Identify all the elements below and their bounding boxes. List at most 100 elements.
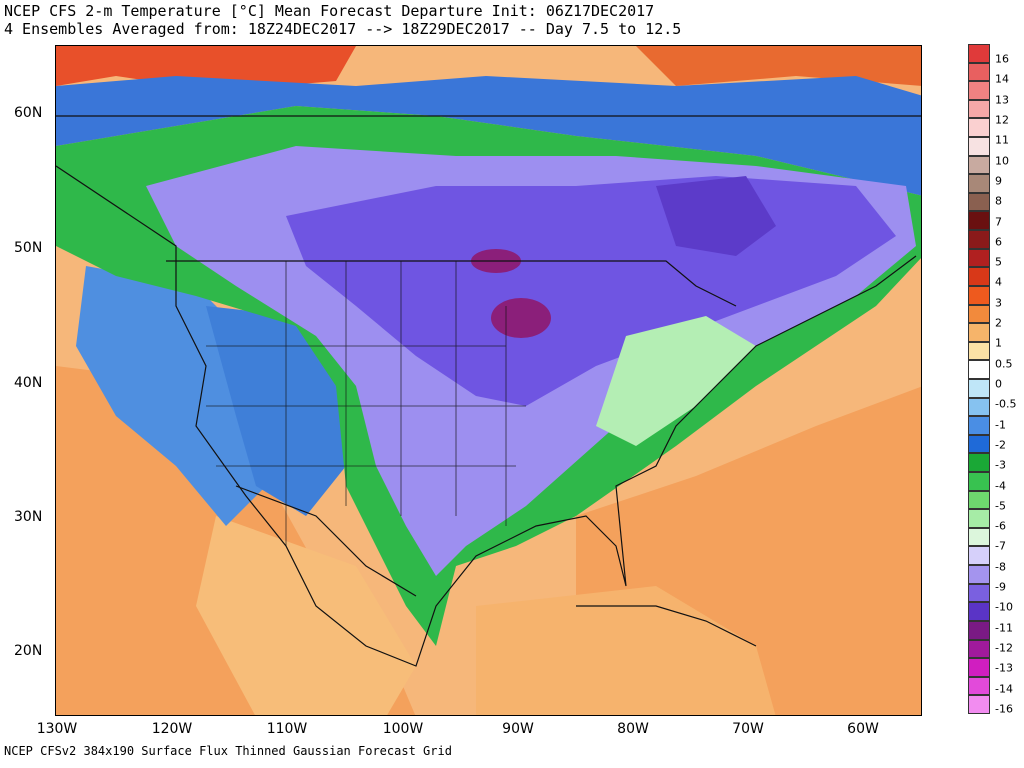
colorbar-label: 8 <box>995 194 1002 208</box>
colorbar-label: 16 <box>995 52 1009 66</box>
colorbar-swatch <box>968 285 990 305</box>
lat-label-20n: 20N <box>14 643 43 659</box>
map-title-line-1: NCEP CFS 2-m Temperature [°C] Mean Forec… <box>4 2 655 20</box>
colorbar-swatch <box>968 211 990 231</box>
colorbar-swatch <box>968 248 990 268</box>
us-canada-border <box>166 260 737 307</box>
colorbar-label: -16 <box>995 702 1013 716</box>
colorbar-swatch <box>968 323 990 342</box>
colorbar-label: -3 <box>995 458 1006 472</box>
colorbar-swatch <box>968 137 990 156</box>
colorbar-swatch <box>968 192 990 212</box>
colorbar-label: 6 <box>995 235 1002 249</box>
colorbar-swatch <box>968 155 990 175</box>
colorbar-swatch <box>968 304 990 324</box>
colorbar-swatch <box>968 620 990 640</box>
colorbar-label: 2 <box>995 316 1002 330</box>
colorbar-swatch <box>968 527 990 547</box>
colorbar-label: -9 <box>995 580 1006 594</box>
colorbar-swatch <box>968 44 990 63</box>
arctic-cool-band <box>56 76 921 196</box>
colorbar-label: -2 <box>995 438 1006 452</box>
lat-label-60n: 60N <box>14 105 43 121</box>
colorbar-swatch <box>968 639 990 659</box>
colorbar-swatch <box>968 676 990 696</box>
lat-label-50n: 50N <box>14 240 43 256</box>
colorbar-swatch <box>968 81 990 100</box>
continent-coastline <box>56 165 917 667</box>
lon-label-60w: 60W <box>847 721 879 737</box>
footer-note: NCEP CFSv2 384x190 Surface Flux Thinned … <box>4 744 452 758</box>
colorbar-label: 3 <box>995 296 1002 310</box>
colorbar-label: 10 <box>995 154 1009 168</box>
colorbar-swatch <box>968 565 990 584</box>
colorbar-label: 9 <box>995 174 1002 188</box>
colorbar-label: -13 <box>995 661 1013 675</box>
temperature-anomaly-map <box>56 46 921 715</box>
colorbar-swatch <box>968 658 990 677</box>
colorbar-swatch <box>968 509 990 528</box>
colorbar-label: 0.5 <box>995 357 1013 371</box>
colorbar-swatch <box>968 416 990 435</box>
lon-label-120w: 120W <box>151 721 193 737</box>
mountain-west-cool-anomaly <box>206 306 346 516</box>
arctic-warm-anomaly <box>56 46 356 91</box>
colorbar <box>968 44 990 714</box>
colorbar-swatch <box>968 62 990 82</box>
colorbar-label: -1 <box>995 418 1006 432</box>
lon-label-130w: 130W <box>36 721 78 737</box>
colorbar-swatch <box>968 472 990 491</box>
colorbar-label: -11 <box>995 621 1013 635</box>
lat-label-40n: 40N <box>14 375 43 391</box>
colorbar-swatch <box>968 602 990 621</box>
colorbar-label: 7 <box>995 215 1002 229</box>
colorbar-label: 13 <box>995 93 1009 107</box>
colorbar-swatch <box>968 174 990 193</box>
colorbar-label: 14 <box>995 72 1009 86</box>
colorbar-label: 5 <box>995 255 1002 269</box>
colorbar-label: 1 <box>995 336 1002 350</box>
state-borders <box>206 261 526 546</box>
colorbar-label: -10 <box>995 600 1013 614</box>
east-coast-transition <box>596 316 756 446</box>
colorbar-label: -7 <box>995 539 1006 553</box>
colorbar-label: -4 <box>995 479 1006 492</box>
lon-label-90w: 90W <box>502 721 534 737</box>
colorbar-label: -14 <box>995 682 1013 696</box>
colorbar-swatch <box>968 453 990 473</box>
mexico-warm-anomaly <box>196 516 416 715</box>
arctic-warm-east <box>636 46 921 86</box>
colorbar-swatch <box>968 267 990 286</box>
colorbar-swatch <box>968 99 990 119</box>
colorbar-swatch <box>968 397 990 417</box>
colorbar-swatch <box>968 378 990 398</box>
colorbar-label: -5 <box>995 499 1006 513</box>
colorbar-label: -8 <box>995 560 1006 574</box>
colorbar-label: 11 <box>995 133 1009 147</box>
caribbean-warm-anomaly <box>476 586 776 715</box>
lat-label-30n: 30N <box>14 509 43 525</box>
lon-label-70w: 70W <box>732 721 764 737</box>
colorbar-swatch <box>968 118 990 138</box>
colorbar-label: -6 <box>995 519 1006 533</box>
colorbar-swatch <box>968 434 990 454</box>
colorbar-swatch <box>968 360 990 379</box>
colorbar-swatch <box>968 230 990 249</box>
colorbar-swatch <box>968 490 990 510</box>
colorbar-swatch <box>968 583 990 603</box>
colorbar-swatch <box>968 695 990 714</box>
wisconsin-cold-core <box>491 298 551 338</box>
cuba-outline <box>576 605 757 647</box>
colorbar-swatch <box>968 341 990 361</box>
colorbar-label: 0 <box>995 377 1002 391</box>
us-mexico-border <box>235 485 417 597</box>
colorbar-label: -0.5 <box>995 397 1017 411</box>
forecast-map <box>55 45 922 716</box>
lon-label-80w: 80W <box>617 721 649 737</box>
coastline-outlines <box>56 115 921 667</box>
lon-label-100w: 100W <box>382 721 424 737</box>
colorbar-label: 12 <box>995 113 1009 127</box>
lon-label-110w: 110W <box>266 721 308 737</box>
colorbar-label: -12 <box>995 641 1013 655</box>
colorbar-label: 4 <box>995 275 1002 289</box>
